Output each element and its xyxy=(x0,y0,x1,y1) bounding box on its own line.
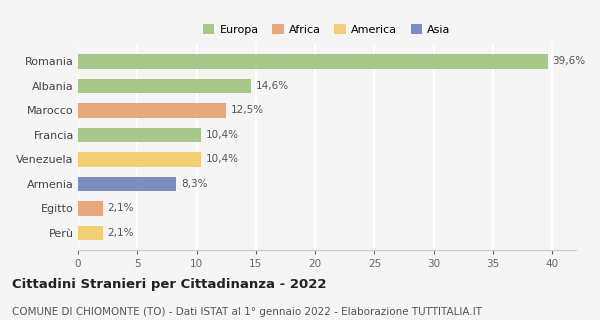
Text: 10,4%: 10,4% xyxy=(206,155,239,164)
Text: Cittadini Stranieri per Cittadinanza - 2022: Cittadini Stranieri per Cittadinanza - 2… xyxy=(12,278,326,292)
Text: 10,4%: 10,4% xyxy=(206,130,239,140)
Bar xyxy=(78,201,103,216)
Bar xyxy=(78,103,226,118)
Bar xyxy=(78,54,548,69)
Text: 12,5%: 12,5% xyxy=(231,106,264,116)
Bar xyxy=(78,226,103,240)
Bar xyxy=(78,152,202,167)
Bar xyxy=(78,177,176,191)
Text: 8,3%: 8,3% xyxy=(181,179,208,189)
Bar xyxy=(78,128,202,142)
Text: 2,1%: 2,1% xyxy=(107,228,134,238)
Text: COMUNE DI CHIOMONTE (TO) - Dati ISTAT al 1° gennaio 2022 - Elaborazione TUTTITAL: COMUNE DI CHIOMONTE (TO) - Dati ISTAT al… xyxy=(12,307,482,317)
Text: 14,6%: 14,6% xyxy=(256,81,289,91)
Legend: Europa, Africa, America, Asia: Europa, Africa, America, Asia xyxy=(203,24,451,35)
Bar xyxy=(78,79,251,93)
Text: 39,6%: 39,6% xyxy=(552,56,586,67)
Text: 2,1%: 2,1% xyxy=(107,204,134,213)
